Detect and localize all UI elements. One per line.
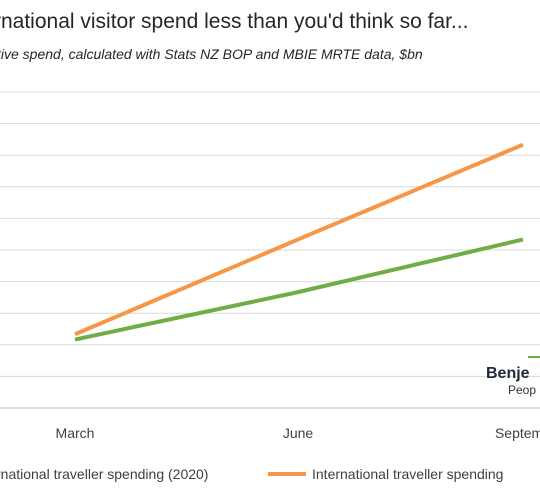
x-tick-label: Septemb xyxy=(495,425,540,441)
brand-logo: Benje Peop xyxy=(486,356,540,397)
legend: rnational traveller spending (2020) Inter… xyxy=(0,466,503,482)
logo-word: Benje xyxy=(486,365,530,382)
x-tick-label: June xyxy=(283,425,314,441)
chart-title: rnational visitor spend less than you'd … xyxy=(0,10,469,33)
x-axis-ticks: March June Septemb xyxy=(56,425,540,441)
chart-subtitle: tive spend, calculated with Stats NZ BOP… xyxy=(0,46,423,62)
series-lines xyxy=(74,142,524,342)
series-line-1 xyxy=(74,237,524,342)
legend-label-1: rnational traveller spending (2020) xyxy=(0,466,208,482)
gridlines xyxy=(0,91,540,409)
x-tick-label: March xyxy=(56,425,95,441)
series-line-2 xyxy=(74,142,524,337)
legend-label-2: International traveller spending xyxy=(312,466,503,482)
logo-subtext: Peop xyxy=(508,383,536,397)
